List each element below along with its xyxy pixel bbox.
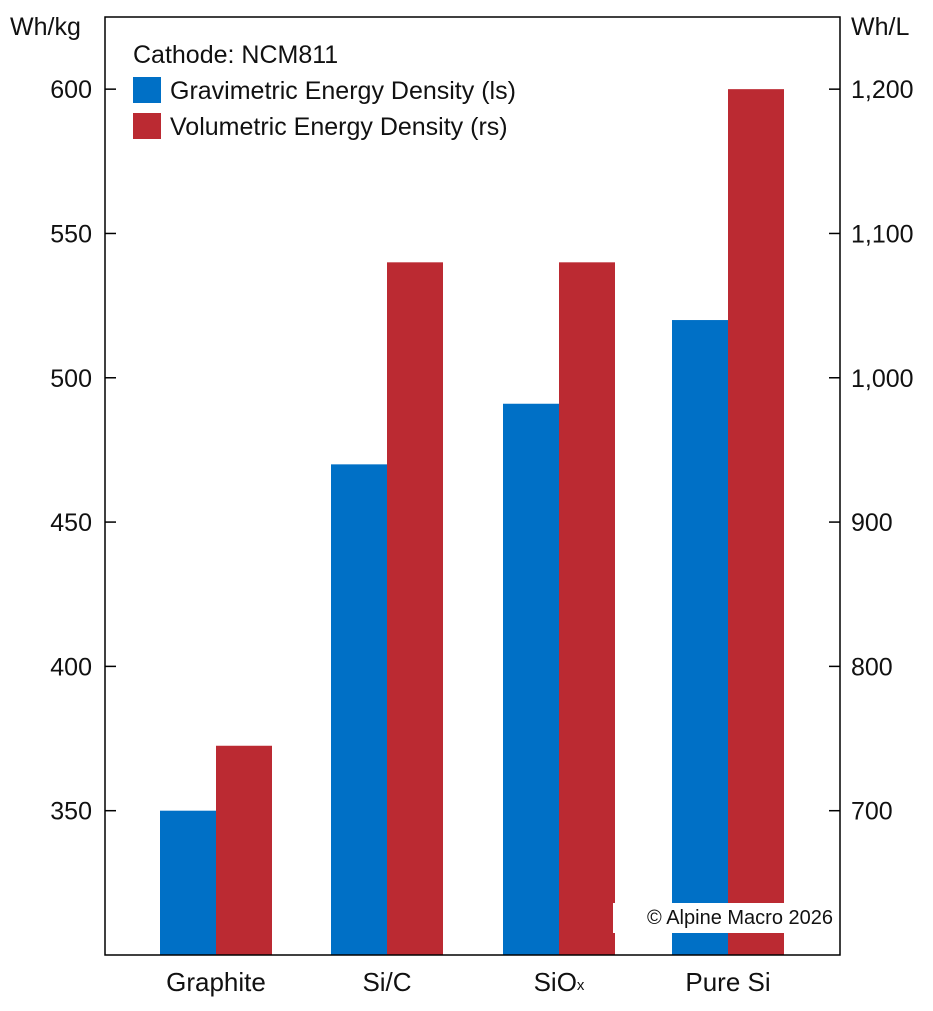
left-tick-label-400: 400 <box>50 653 92 681</box>
legend-swatch-volumetric <box>133 113 161 139</box>
bar-gravimetric-pure-si <box>672 320 728 955</box>
right-tick-label-1100: 1,100 <box>851 220 914 248</box>
right-axis-unit: Wh/L <box>851 13 909 41</box>
legend: Cathode: NCM811 Gravimetric Energy Densi… <box>133 41 516 141</box>
right-tick-label-700: 700 <box>851 798 893 826</box>
bar-gravimetric-si-c <box>331 464 387 955</box>
bar-volumetric-sio <box>559 262 615 955</box>
left-tick-label-500: 500 <box>50 365 92 393</box>
category-label-text: Si/C <box>362 967 411 997</box>
left-tick-label-600: 600 <box>50 76 92 104</box>
legend-label-gravimetric: Gravimetric Energy Density (ls) <box>170 77 516 105</box>
bar-volumetric-si-c <box>387 262 443 955</box>
left-axis: Wh/kg 350 400 450 500 550 600 <box>10 13 116 826</box>
bar-gravimetric-graphite <box>160 810 216 955</box>
left-tick-label-350: 350 <box>50 798 92 826</box>
left-tick-label-550: 550 <box>50 220 92 248</box>
copyright-group: © Alpine Macro 2026 <box>613 903 839 933</box>
right-tick-label-1200: 1,200 <box>851 76 914 104</box>
right-axis: Wh/L 700 800 900 1,000 1,100 1,200 <box>829 13 914 826</box>
left-tick-label-450: 450 <box>50 509 92 537</box>
copyright-background <box>613 903 839 933</box>
category-label-graphite: Graphite <box>166 967 266 997</box>
category-label-text: SiO <box>534 967 577 997</box>
legend-swatch-gravimetric <box>133 77 161 103</box>
legend-label-volumetric: Volumetric Energy Density (rs) <box>170 113 508 141</box>
category-label-subscript: x <box>577 977 585 994</box>
plot-frame <box>104 16 841 956</box>
category-labels: Graphite Si/C SiOx Pure Si <box>166 967 771 997</box>
right-tick-label-800: 800 <box>851 653 893 681</box>
category-label-sio: SiOx <box>534 967 585 997</box>
bars-layer <box>160 89 784 955</box>
copyright-text: © Alpine Macro 2026 <box>647 907 833 929</box>
category-label-text: Pure Si <box>685 967 770 997</box>
right-tick-label-900: 900 <box>851 509 893 537</box>
left-axis-unit: Wh/kg <box>10 13 81 41</box>
bar-gravimetric-sio <box>503 403 559 955</box>
category-label-si-c: Si/C <box>362 967 411 997</box>
bar-volumetric-pure-si <box>728 89 784 955</box>
bar-volumetric-graphite <box>216 745 272 955</box>
legend-title: Cathode: NCM811 <box>133 41 338 69</box>
category-label-text: Graphite <box>166 967 266 997</box>
right-tick-label-1000: 1,000 <box>851 365 914 393</box>
category-label-pure-si: Pure Si <box>685 967 770 997</box>
